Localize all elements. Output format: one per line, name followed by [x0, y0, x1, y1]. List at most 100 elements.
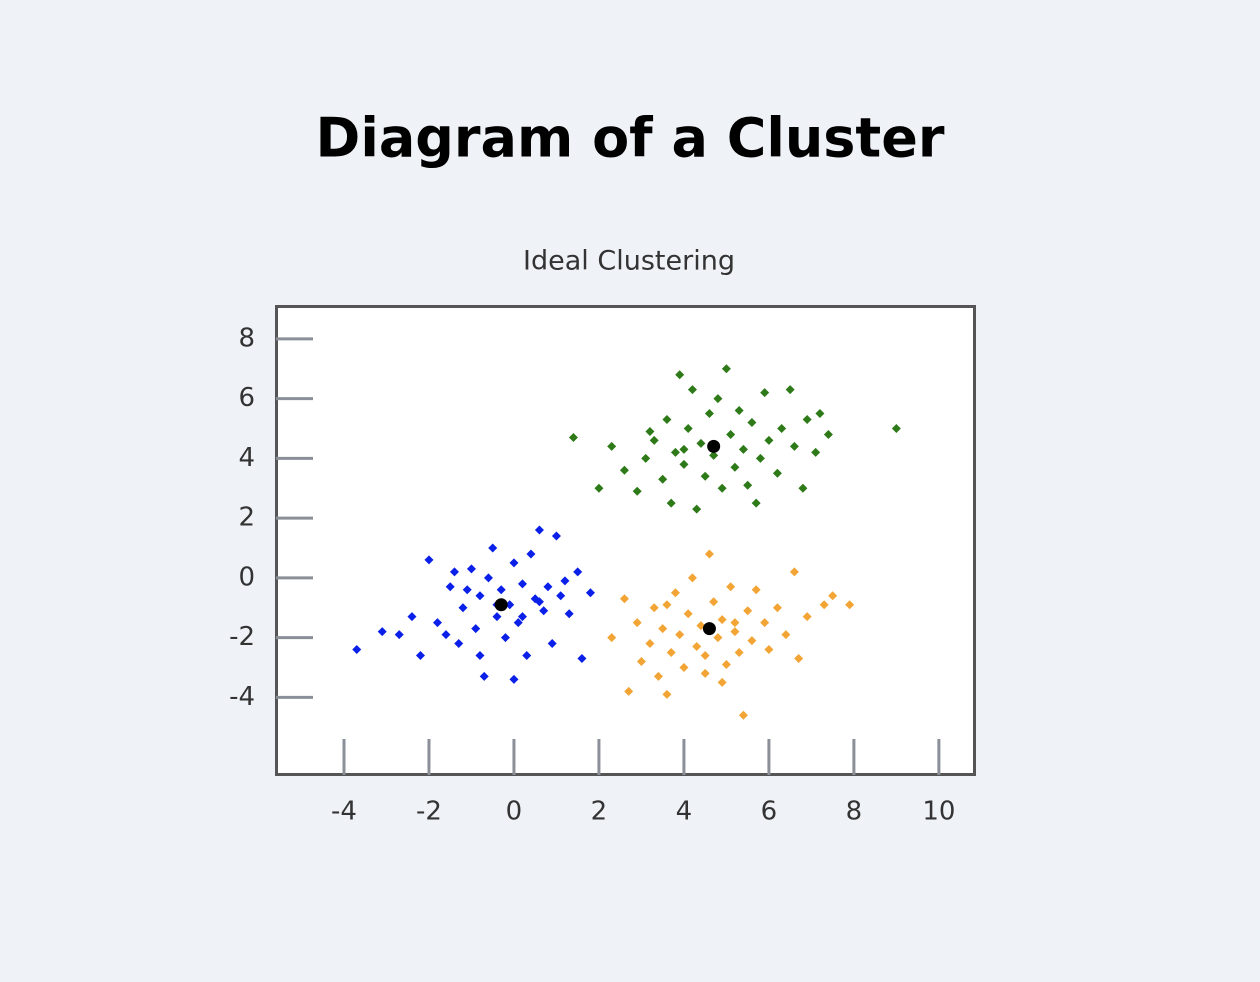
- data-point: [700, 668, 710, 678]
- data-point: [585, 588, 595, 598]
- data-point: [658, 624, 668, 634]
- data-point: [751, 498, 761, 508]
- data-point: [466, 564, 476, 574]
- data-point: [560, 576, 570, 586]
- data-point: [738, 710, 748, 720]
- data-point: [632, 618, 642, 628]
- data-point: [747, 418, 757, 428]
- data-point: [704, 409, 714, 419]
- data-point: [551, 531, 561, 541]
- data-point: [483, 573, 493, 583]
- data-point: [675, 630, 685, 640]
- data-point: [747, 636, 757, 646]
- data-point: [755, 453, 765, 463]
- data-point: [505, 600, 515, 610]
- chart-subtitle: Ideal Clustering: [523, 246, 735, 277]
- data-point: [687, 573, 697, 583]
- data-point: [471, 624, 481, 634]
- data-point: [670, 447, 680, 457]
- data-point: [547, 639, 557, 649]
- data-point: [764, 645, 774, 655]
- data-point: [564, 609, 574, 619]
- data-point: [645, 426, 655, 436]
- x-tick-label: -4: [331, 797, 357, 827]
- data-point: [662, 600, 672, 610]
- data-point: [670, 588, 680, 598]
- data-point: [462, 585, 472, 595]
- data-point: [845, 600, 855, 610]
- x-tick-label: -2: [416, 797, 442, 827]
- data-point: [666, 498, 676, 508]
- data-point: [556, 591, 566, 601]
- data-point: [475, 591, 485, 601]
- data-point: [526, 549, 536, 559]
- y-tick-label: 0: [238, 562, 255, 592]
- data-point: [624, 686, 634, 696]
- data-point: [726, 429, 736, 439]
- data-point: [717, 483, 727, 493]
- x-tick-label: 8: [846, 797, 863, 827]
- chart-title: Diagram of a Cluster: [316, 107, 945, 170]
- data-point: [772, 468, 782, 478]
- data-point: [517, 612, 527, 622]
- data-point: [760, 618, 770, 628]
- data-point: [823, 429, 833, 439]
- data-point: [730, 618, 740, 628]
- data-point: [645, 639, 655, 649]
- centroid-point: [494, 598, 508, 612]
- data-point: [649, 435, 659, 445]
- data-point: [377, 627, 387, 637]
- data-point: [734, 648, 744, 658]
- data-point: [709, 450, 719, 460]
- data-point: [687, 385, 697, 395]
- data-point: [794, 653, 804, 663]
- data-point: [743, 480, 753, 490]
- x-tick-label: 6: [761, 797, 778, 827]
- data-point: [828, 591, 838, 601]
- data-point: [772, 603, 782, 613]
- x-tick-label: 0: [506, 797, 523, 827]
- data-point: [764, 435, 774, 445]
- data-point: [458, 603, 468, 613]
- plot-frame: [275, 305, 976, 776]
- data-point: [492, 612, 502, 622]
- data-point: [636, 656, 646, 666]
- data-point: [679, 662, 689, 672]
- data-point: [594, 483, 604, 493]
- y-tick-label: 6: [238, 383, 255, 413]
- data-point: [415, 651, 425, 661]
- x-tick-label: 2: [591, 797, 608, 827]
- data-point: [496, 585, 506, 595]
- data-point: [692, 642, 702, 652]
- data-point: [891, 423, 901, 433]
- data-point: [751, 585, 761, 595]
- data-point: [662, 415, 672, 425]
- data-point: [509, 674, 519, 684]
- data-point: [675, 370, 685, 380]
- data-point: [607, 633, 617, 643]
- data-point: [802, 612, 812, 622]
- data-point: [679, 444, 689, 454]
- data-point: [352, 645, 362, 655]
- data-point: [700, 651, 710, 661]
- data-point: [449, 567, 459, 577]
- data-point: [721, 364, 731, 374]
- centroid-point: [702, 622, 716, 636]
- centroid-point: [707, 439, 721, 453]
- data-point: [488, 543, 498, 553]
- data-point: [760, 388, 770, 398]
- data-point: [777, 423, 787, 433]
- data-point: [432, 618, 442, 628]
- data-point: [815, 409, 825, 419]
- data-point: [679, 459, 689, 469]
- data-point: [730, 627, 740, 637]
- data-point: [454, 639, 464, 649]
- x-tick-label: 4: [676, 797, 693, 827]
- data-point: [445, 582, 455, 592]
- data-point: [666, 648, 676, 658]
- data-point: [573, 567, 583, 577]
- y-tick-label: 4: [238, 443, 255, 473]
- x-tick-label: 10: [922, 797, 955, 827]
- data-point: [717, 615, 727, 625]
